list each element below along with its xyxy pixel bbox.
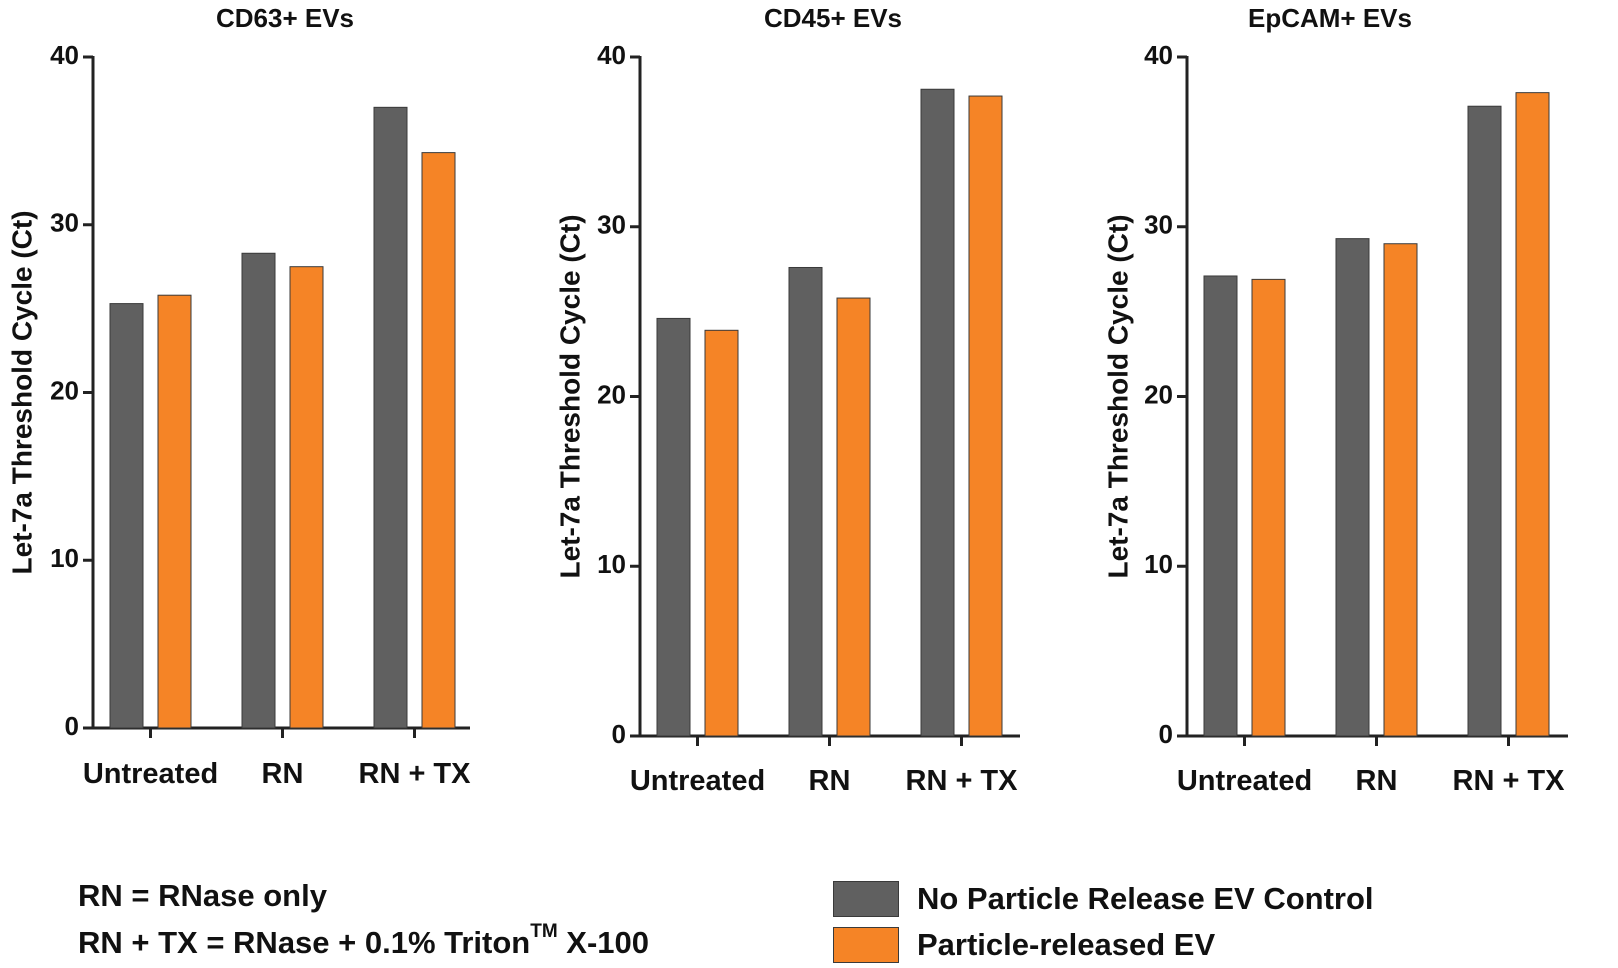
bar-released-untreated bbox=[157, 294, 192, 729]
legend: No Particle Release EV Control Particle-… bbox=[833, 876, 1374, 968]
legend-item-control: No Particle Release EV Control bbox=[833, 876, 1374, 922]
y-tick-label: 0 bbox=[612, 719, 626, 749]
y-tick-label: 30 bbox=[1144, 210, 1173, 240]
y-tick-label: 40 bbox=[50, 40, 79, 70]
y-tick-label: 30 bbox=[597, 210, 626, 240]
x-tick-label: Untreated bbox=[630, 765, 765, 797]
bar-released-rn bbox=[289, 266, 324, 729]
bar-released-rn bbox=[836, 297, 871, 737]
bar-control-rn bbox=[241, 252, 276, 729]
chart-panel-3: EpCAM+ EVs Let-7a Threshold Cycle (Ct) 0 10… bbox=[1102, 3, 1568, 797]
x-tick-label: Untreated bbox=[83, 758, 218, 790]
bar-control-rn-tx bbox=[1467, 105, 1502, 737]
x-tick-label: RN + TX bbox=[359, 758, 472, 790]
x-tick-label: RN bbox=[1356, 765, 1398, 797]
chart-panel-2: CD45+ EVs Let-7a Threshold Cycle (Ct) 0 10 2… bbox=[554, 3, 1020, 797]
x-tick-label: RN + TX bbox=[906, 765, 1019, 797]
y-tick-label: 40 bbox=[1144, 40, 1173, 70]
note-rn-tx: RN + TX = RNase + 0.1% TritonTM X-100 bbox=[78, 921, 650, 961]
bar-control-rn-tx bbox=[920, 88, 955, 737]
bar-released-rn bbox=[1383, 243, 1418, 737]
y-axis-label: Let-7a Threshold Cycle (Ct) bbox=[6, 210, 37, 574]
bar-control-untreated bbox=[1203, 275, 1238, 737]
y-tick-label: 40 bbox=[597, 40, 626, 70]
bar-released-rn-tx bbox=[421, 152, 456, 729]
bar-control-rn bbox=[788, 266, 823, 737]
bar-control-untreated bbox=[109, 303, 144, 729]
note-rn-tx-suffix: X-100 bbox=[557, 925, 650, 960]
x-tick-label: RN bbox=[262, 758, 304, 790]
y-tick-label: 20 bbox=[1144, 379, 1173, 409]
note-rn-tx-prefix: RN + TX = RNase + 0.1% Triton bbox=[78, 925, 531, 960]
bar-released-untreated bbox=[1251, 278, 1286, 737]
bar-released-untreated bbox=[704, 329, 739, 737]
legend-label-control: No Particle Release EV Control bbox=[917, 881, 1374, 916]
x-tick-label: RN + TX bbox=[1453, 765, 1566, 797]
bar-control-rn bbox=[1335, 238, 1370, 737]
legend-swatch-control bbox=[833, 881, 899, 917]
y-tick-label: 0 bbox=[65, 711, 79, 741]
y-tick-label: 20 bbox=[597, 379, 626, 409]
y-tick-label: 10 bbox=[597, 549, 626, 579]
y-tick-label: 0 bbox=[1159, 719, 1173, 749]
legend-label-released: Particle-released EV bbox=[917, 927, 1216, 962]
bar-released-rn-tx bbox=[968, 95, 1003, 737]
chart-title: CD63+ EVs bbox=[216, 3, 354, 33]
trademark-sup: TM bbox=[530, 921, 558, 942]
y-tick-label: 10 bbox=[1144, 549, 1173, 579]
y-tick-label: 20 bbox=[50, 375, 79, 405]
x-tick-label: Untreated bbox=[1177, 765, 1312, 797]
y-tick-label: 10 bbox=[50, 543, 79, 573]
chart-panel-1: CD63+ EVs Let-7a Threshold Cycle (Ct) 0 10 2… bbox=[6, 3, 471, 790]
bar-control-untreated bbox=[656, 317, 691, 737]
y-axis-label: Let-7a Threshold Cycle (Ct) bbox=[554, 214, 585, 578]
chart-title: CD45+ EVs bbox=[764, 3, 902, 33]
x-tick-label: RN bbox=[809, 765, 851, 797]
legend-item-released: Particle-released EV bbox=[833, 922, 1374, 968]
y-tick-label: 30 bbox=[50, 208, 79, 238]
note-rn: RN = RNase only bbox=[78, 878, 327, 913]
legend-swatch-released bbox=[833, 927, 899, 963]
bar-released-rn-tx bbox=[1515, 92, 1550, 737]
y-axis-label: Let-7a Threshold Cycle (Ct) bbox=[1102, 214, 1133, 578]
chart-title: EpCAM+ EVs bbox=[1248, 3, 1412, 33]
bar-control-rn-tx bbox=[373, 106, 408, 729]
